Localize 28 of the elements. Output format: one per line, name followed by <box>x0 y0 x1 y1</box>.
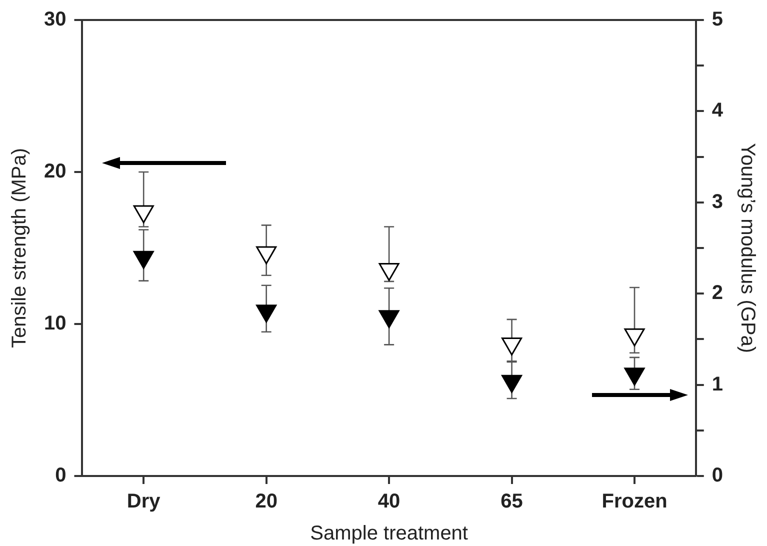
x-tick-label: 20 <box>255 490 278 513</box>
point <box>378 310 400 328</box>
point <box>624 328 645 346</box>
point <box>133 250 154 269</box>
y2-tick-label: 3 <box>712 190 723 213</box>
y-tick-label: 0 <box>55 464 66 487</box>
x-axis-title: Sample treatment <box>310 522 468 545</box>
point <box>624 368 645 386</box>
x-tick-label: 65 <box>500 490 523 513</box>
point <box>256 304 277 323</box>
y2-tick-label: 4 <box>712 100 724 122</box>
y2-tick-label: 5 <box>712 8 723 31</box>
point <box>378 263 400 282</box>
x-tick-label: 40 <box>378 490 400 513</box>
point <box>502 374 522 393</box>
y2-tick-label: 2 <box>712 282 723 304</box>
x-tick-label: Dry <box>126 490 162 513</box>
x-tick-label: Frozen <box>602 490 668 513</box>
y2-tick-label: 0 <box>712 464 723 487</box>
point <box>502 338 522 356</box>
point <box>133 205 154 224</box>
y2-axis-title: Young’s modulus (GPa) <box>736 142 758 354</box>
y-axis-title: Tensile strength (MPa) <box>8 148 31 348</box>
y-tick-label: 30 <box>44 8 66 31</box>
y2-tick-label: 1 <box>712 373 723 396</box>
y-tick-label: 10 <box>44 312 66 335</box>
point <box>256 246 277 264</box>
y-tick-label: 20 <box>44 160 66 183</box>
